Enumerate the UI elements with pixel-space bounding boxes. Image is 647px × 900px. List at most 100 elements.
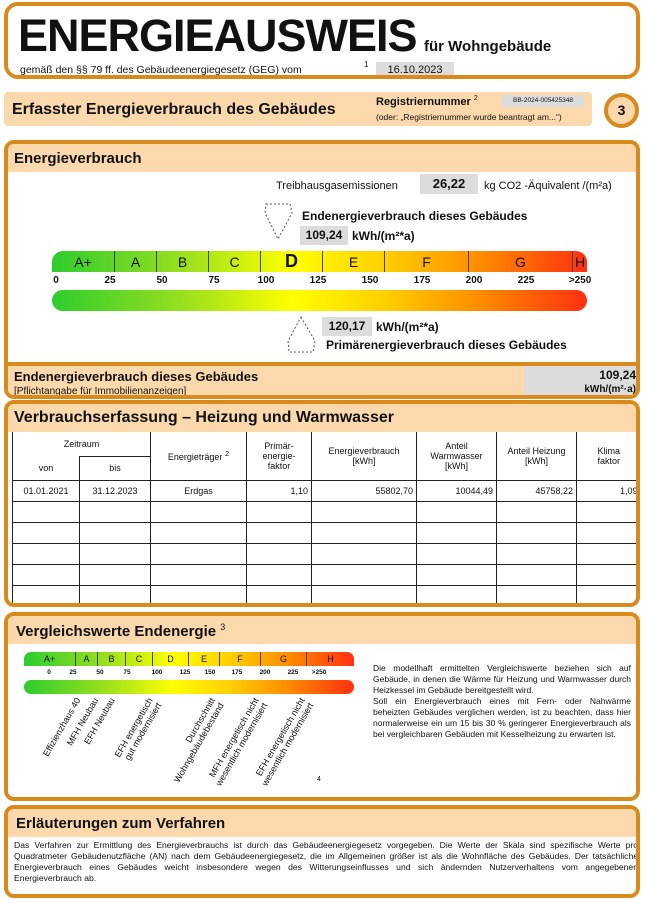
end-energy-unit: kWh/(m²*a) <box>352 229 415 243</box>
ghg-value: 26,22 <box>420 174 478 194</box>
table-cell <box>78 521 152 544</box>
comparison-class-c: C <box>125 652 152 666</box>
summary-note: [Pflichtangabe für Immobilienanzeigen] <box>14 386 187 397</box>
energy-header: Energieverbrauch <box>8 144 636 172</box>
consumption-header: Verbrauchserfassung – Heizung und Warmwa… <box>8 404 636 432</box>
comparison-tick-label: 75 <box>123 669 131 676</box>
table-cell <box>246 542 313 565</box>
table-cell <box>12 500 80 523</box>
table-cell: Erdgas <box>150 479 248 502</box>
explanation-text: Das Verfahren zur Ermittlung des Energie… <box>14 840 638 883</box>
tick-label: 75 <box>208 275 220 286</box>
comparison-class-f: F <box>219 652 260 666</box>
comparison-text: Die modellhaft ermittelten Vergleichswer… <box>373 663 631 739</box>
table-row <box>12 521 636 544</box>
registration-label: Registriernummer 2 <box>376 95 478 108</box>
header-climate: Klima faktor <box>576 432 636 481</box>
class-a: A <box>114 251 156 272</box>
primary-energy-pointer-icon <box>287 315 316 353</box>
law-line: gemäß den §§ 79 ff. des Gebäudeenergiege… <box>20 64 302 76</box>
section-bar: Erfasster Energieverbrauch des Gebäudes … <box>4 92 592 126</box>
summary-label: Endenergieverbrauch dieses Gebäudes <box>14 369 259 384</box>
footnote-1: 1 <box>364 60 369 69</box>
table-row <box>12 563 636 586</box>
summary-row: Endenergieverbrauch dieses Gebäudes [Pfl… <box>8 362 636 397</box>
table-cell <box>246 500 313 523</box>
table-cell: 1,09 <box>576 479 636 502</box>
header-from: von <box>12 456 80 481</box>
table-row <box>12 584 636 603</box>
tick-label: 225 <box>517 275 535 286</box>
header-pef: Primär- energie- faktor <box>246 432 313 481</box>
document-title: ENERGIEAUSWEIS <box>18 10 418 61</box>
class-aplus: A+ <box>74 253 92 270</box>
comparison-title: Vergleichswerte Endenergie <box>16 623 217 640</box>
comparison-tick-label: 125 <box>179 669 191 676</box>
class-c: C <box>208 251 260 272</box>
tick-label: >250 <box>568 275 592 286</box>
class-g: G <box>468 251 572 272</box>
end-energy-value: 109,24 <box>300 226 348 245</box>
table-cell: 10044,49 <box>416 479 498 502</box>
table-cell <box>416 563 498 586</box>
explanation-header: Erläuterungen zum Verfahren <box>8 809 636 837</box>
comparison-tick-label: 100 <box>151 669 163 676</box>
comparison-class-scale: A+ A B C D E F G H <box>24 652 354 666</box>
section-title: Erfasster Energieverbrauch des Gebäudes <box>12 101 336 118</box>
tick-label: 100 <box>257 275 275 286</box>
comparison-class-a: A <box>75 652 97 666</box>
consumption-table: Zeitraum Energieträger 2 Primär- energie… <box>11 432 636 603</box>
table-cell <box>576 521 636 544</box>
table-cell <box>78 500 152 523</box>
end-energy-label: Endenergieverbrauch dieses Gebäudes <box>302 209 528 223</box>
table-cell: 01.01.2021 <box>12 479 80 502</box>
issue-date: 16.10.2023 <box>376 62 454 75</box>
primary-energy-value: 120,17 <box>322 317 372 336</box>
table-cell <box>576 542 636 565</box>
ghg-unit: kg CO2 -Äquivalent /(m²a) <box>484 180 612 192</box>
table-cell <box>78 542 152 565</box>
tick-label: 200 <box>465 275 483 286</box>
tick-label: 50 <box>156 275 168 286</box>
table-cell <box>12 542 80 565</box>
comparison-tick-label: 175 <box>231 669 243 676</box>
consumption-box: Verbrauchserfassung – Heizung und Warmwa… <box>4 400 640 607</box>
class-e: E <box>322 251 384 272</box>
consumption-title: Verbrauchserfassung – Heizung und Warmwa… <box>14 409 394 426</box>
table-cell <box>150 584 248 603</box>
table-cell <box>78 563 152 586</box>
primary-energy-unit: kWh/(m²*a) <box>376 320 439 334</box>
table-cell <box>246 584 313 603</box>
table-cell <box>496 563 578 586</box>
table-cell <box>311 563 418 586</box>
header-period: Zeitraum <box>11 432 152 456</box>
comparison-label: EFH energetisch gut modernisiert <box>112 696 164 762</box>
comparison-class-g: G <box>260 652 306 666</box>
header-to: bis <box>78 455 152 481</box>
table-cell: 31.12.2023 <box>78 479 152 502</box>
table-cell <box>416 500 498 523</box>
comparison-header: Vergleichswerte Endenergie 3 <box>8 616 636 644</box>
table-cell: 45758,22 <box>496 479 578 502</box>
scale-ticks: 0 25 50 75 100 125 150 175 200 225 >250 <box>52 275 591 289</box>
registration-note: (oder: „Registriernummer wurde beantragt… <box>376 112 562 122</box>
summary-value-box: 109,24 kWh/(m²·a) <box>524 366 636 395</box>
page-number-badge: 3 <box>604 93 639 128</box>
comparison-scale-ticks: 0 25 50 75 100 125 150 175 200 225 >250 <box>24 669 354 679</box>
table-cell <box>576 500 636 523</box>
table-row <box>12 542 636 565</box>
header-box: ENERGIEAUSWEIS für Wohngebäude gemäß den… <box>4 2 640 79</box>
table-cell <box>496 542 578 565</box>
comparison-tick-label: 25 <box>69 669 77 676</box>
comparison-class-aplus: A+ <box>43 654 56 664</box>
comparison-class-h: H <box>306 652 354 666</box>
energy-title: Energieverbrauch <box>14 150 142 167</box>
table-cell <box>12 563 80 586</box>
tick-label: 0 <box>53 275 59 286</box>
comparison-box: Vergleichswerte Endenergie 3 A+ A B C D E F G H … <box>4 612 640 801</box>
table-cell <box>12 521 80 544</box>
table-cell <box>150 521 248 544</box>
header-hot-water: Anteil Warmwasser [kWh] <box>416 432 498 481</box>
summary-value: 109,24 <box>599 368 636 382</box>
comparison-gradient-bar <box>24 680 354 694</box>
